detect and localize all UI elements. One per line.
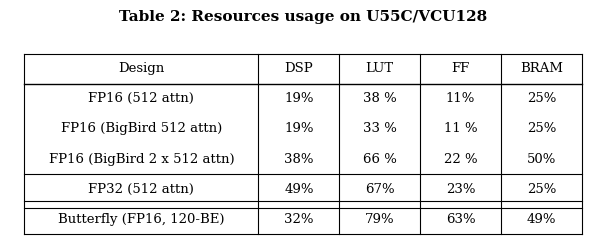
Text: FP16 (512 attn): FP16 (512 attn) [88,92,195,105]
Text: 19%: 19% [284,92,313,105]
Text: 19%: 19% [284,122,313,135]
Text: DSP: DSP [284,62,313,75]
Text: BRAM: BRAM [520,62,563,75]
Text: Table 2: Resources usage on U55C/VCU128: Table 2: Resources usage on U55C/VCU128 [119,10,487,24]
Text: 33 %: 33 % [363,122,396,135]
Text: 66 %: 66 % [363,152,396,165]
Text: FF: FF [451,62,470,75]
Text: 38 %: 38 % [363,92,396,105]
Text: 63%: 63% [445,213,475,226]
Text: 25%: 25% [527,92,556,105]
Text: 50%: 50% [527,152,556,165]
Text: 11%: 11% [446,92,475,105]
Text: 67%: 67% [365,183,395,196]
Text: 25%: 25% [527,122,556,135]
Text: FP32 (512 attn): FP32 (512 attn) [88,183,195,196]
Text: 49%: 49% [284,183,313,196]
Text: 49%: 49% [527,213,556,226]
Text: FP16 (BigBird 512 attn): FP16 (BigBird 512 attn) [61,122,222,135]
Text: 11 %: 11 % [444,122,478,135]
Text: 79%: 79% [365,213,395,226]
Text: 32%: 32% [284,213,313,226]
Text: Butterfly (FP16, 120-BE): Butterfly (FP16, 120-BE) [58,213,225,226]
Text: LUT: LUT [365,62,394,75]
Text: 38%: 38% [284,152,313,165]
Text: 22 %: 22 % [444,152,478,165]
Text: FP16 (BigBird 2 x 512 attn): FP16 (BigBird 2 x 512 attn) [48,152,234,165]
Text: 25%: 25% [527,183,556,196]
Text: Design: Design [118,62,164,75]
Text: 23%: 23% [446,183,475,196]
